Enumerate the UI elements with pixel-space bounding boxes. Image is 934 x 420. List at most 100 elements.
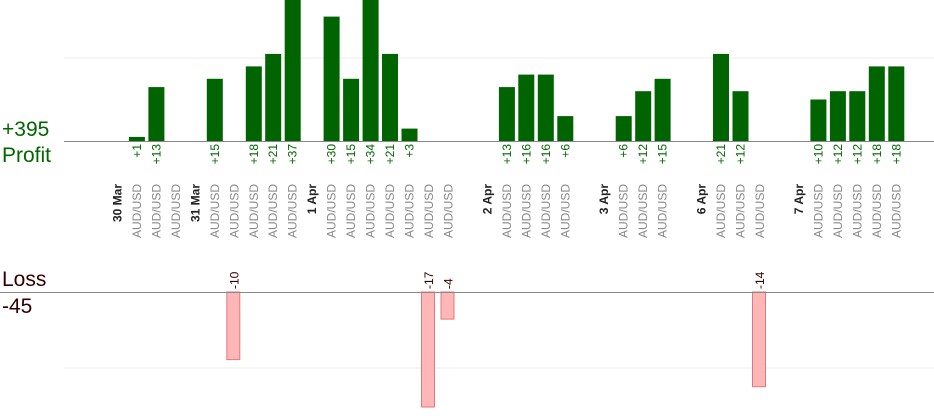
profit-bar <box>323 16 340 142</box>
profit-value-label: +21 <box>266 144 280 165</box>
profit-total: +395 <box>2 118 50 141</box>
profit-bar <box>343 78 360 141</box>
instrument-label: AUD/USD <box>442 184 456 238</box>
date-label: 6 Apr <box>695 184 709 215</box>
instrument-label: AUD/USD <box>539 184 553 238</box>
profit-bar <box>265 53 282 141</box>
profit-value-label: +6 <box>558 144 572 158</box>
instrument-label: AUD/USD <box>850 184 864 238</box>
instrument-label: AUD/USD <box>130 184 144 238</box>
profit-value-label: +3 <box>403 144 417 158</box>
profit-value-label: +21 <box>383 144 397 165</box>
profit-value-label: +18 <box>889 144 903 165</box>
profit-bar <box>206 78 223 141</box>
loss-value-label: -4 <box>442 278 456 289</box>
instrument-label: AUD/USD <box>734 184 748 238</box>
instrument-label: AUD/USD <box>169 184 183 238</box>
profit-bar <box>713 53 729 141</box>
profit-bar <box>557 116 574 141</box>
instrument-label: AUD/USD <box>831 184 845 238</box>
loss-label: Loss <box>2 268 47 291</box>
instrument-label: AUD/USD <box>364 184 378 238</box>
instrument-label: AUD/USD <box>403 184 417 238</box>
profit-label: Profit <box>2 144 52 167</box>
profit-value-label: +12 <box>850 144 864 165</box>
date-label: 31 Mar <box>188 184 202 222</box>
profit-value-label: +30 <box>325 144 339 165</box>
profit-bar <box>518 74 535 141</box>
instrument-label: AUD/USD <box>325 184 339 238</box>
loss-bar <box>440 291 455 320</box>
instrument-label: AUD/USD <box>149 184 163 238</box>
profit-value-label: +6 <box>617 144 631 158</box>
profit-value-label: +15 <box>344 144 358 165</box>
profit-value-label: +18 <box>870 144 884 165</box>
loss-value-label: -17 <box>422 271 436 289</box>
instrument-label: AUD/USD <box>383 184 397 238</box>
instrument-label: AUD/USD <box>753 184 767 238</box>
profit-bar <box>382 53 398 141</box>
instrument-label: AUD/USD <box>870 184 884 238</box>
profit-bar <box>498 87 515 141</box>
date-label: 1 Apr <box>305 184 319 215</box>
loss-bar <box>752 291 766 388</box>
instrument-label: AUD/USD <box>286 184 300 238</box>
profit-value-label: +13 <box>500 144 514 165</box>
profit-bar <box>829 91 846 141</box>
instrument-label: AUD/USD <box>344 184 358 238</box>
loss-value-label: -10 <box>227 271 241 289</box>
instrument-label: AUD/USD <box>617 184 631 238</box>
instrument-label: AUD/USD <box>636 184 650 238</box>
profit-bar <box>732 91 749 141</box>
profit-bar <box>284 0 301 141</box>
loss-bar <box>421 291 435 408</box>
instrument-label: AUD/USD <box>714 184 728 238</box>
profit-bar <box>537 74 554 141</box>
date-label: 7 Apr <box>792 184 806 215</box>
date-label: 2 Apr <box>480 184 494 215</box>
loss-value-label: -14 <box>753 271 767 289</box>
profit-bar <box>635 91 652 141</box>
instrument-label: AUD/USD <box>227 184 241 238</box>
profit-bar <box>401 128 418 141</box>
profit-value-label: +37 <box>286 144 300 165</box>
instrument-label: AUD/USD <box>811 184 825 238</box>
instrument-label: AUD/USD <box>519 184 533 238</box>
profit-bar <box>128 136 145 141</box>
profit-value-label: +12 <box>636 144 650 165</box>
profit-bar <box>362 0 379 141</box>
profit-bar <box>849 91 866 141</box>
profit-bar <box>888 66 905 141</box>
profit-value-label: +21 <box>714 144 728 165</box>
date-label: 3 Apr <box>597 184 611 215</box>
instrument-label: AUD/USD <box>656 184 670 238</box>
instrument-label: AUD/USD <box>500 184 514 238</box>
profit-value-label: +16 <box>519 144 533 165</box>
instrument-label: AUD/USD <box>889 184 903 238</box>
profit-value-label: +15 <box>656 144 670 165</box>
profit-bar <box>868 66 885 141</box>
profit-value-label: +13 <box>149 144 163 165</box>
profit-value-label: +16 <box>539 144 553 165</box>
loss-total: -45 <box>2 295 33 318</box>
profit-value-label: +12 <box>831 144 845 165</box>
profit-value-label: +18 <box>247 144 261 165</box>
labels: +1 AUD/USD +13 AUD/USD AUD/USD +15 AUD/USD -10 A… <box>111 144 904 289</box>
instrument-label: AUD/USD <box>247 184 261 238</box>
instrument-label: AUD/USD <box>558 184 572 238</box>
profit-bar <box>615 116 632 141</box>
loss-bar <box>226 291 241 361</box>
profit-bar <box>245 66 262 141</box>
date-label: 30 Mar <box>111 184 125 222</box>
profit-bar <box>810 99 827 141</box>
bars <box>128 0 905 408</box>
profit-value-label: +34 <box>364 144 378 165</box>
profit-value-label: +15 <box>208 144 222 165</box>
instrument-label: AUD/USD <box>422 184 436 238</box>
profit-value-label: +1 <box>130 144 144 158</box>
gridlines <box>64 57 934 369</box>
profit-value-label: +10 <box>811 144 825 165</box>
instrument-label: AUD/USD <box>266 184 280 238</box>
profit-bar <box>654 78 671 141</box>
